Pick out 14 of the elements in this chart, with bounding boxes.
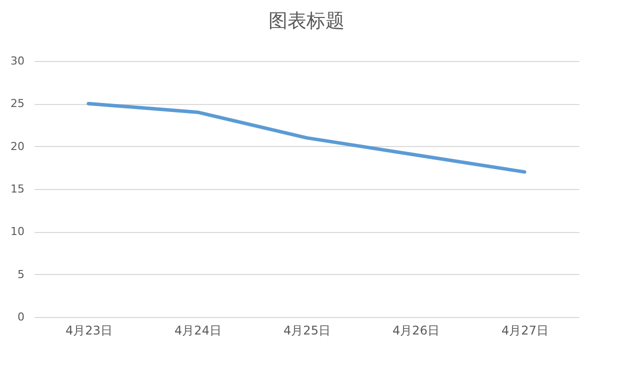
y-tick-label: 10: [10, 225, 24, 238]
y-tick-label: 0: [18, 310, 24, 324]
y-tick-label: 15: [10, 182, 24, 196]
y-tick-label: 25: [10, 97, 24, 110]
chart-title: 图表标题: [268, 10, 344, 32]
x-tick-label: 4月24日: [174, 324, 222, 338]
line-series: [86, 102, 526, 174]
y-tick-label: 20: [10, 140, 24, 153]
y-tick-label: 30: [10, 54, 24, 68]
x-tick-label: 4月23日: [66, 324, 112, 338]
x-tick-label: 4月26日: [392, 324, 440, 338]
y-tick-label: 5: [18, 268, 24, 281]
x-tick-label: 4月27日: [502, 324, 548, 338]
x-tick-label: 4月25日: [284, 324, 330, 338]
